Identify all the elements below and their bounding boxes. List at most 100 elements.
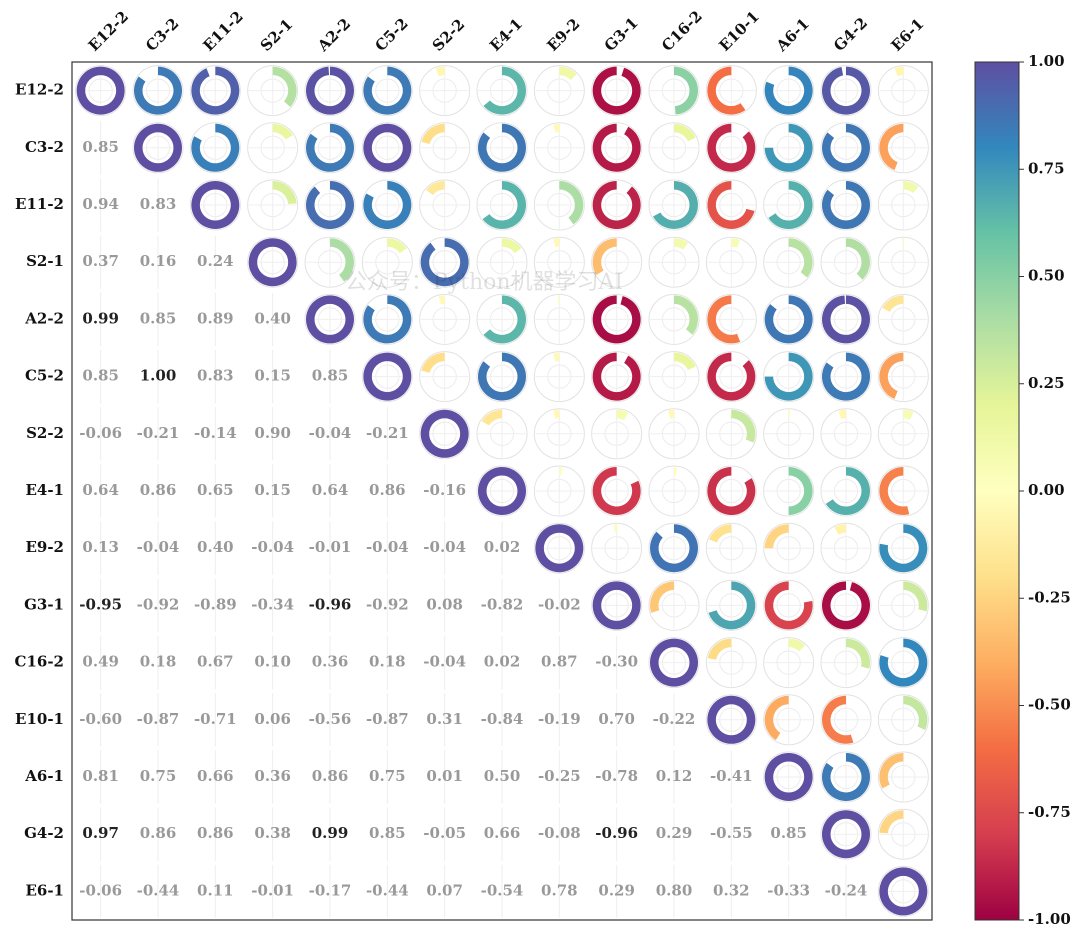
value-label: 0.18	[369, 653, 406, 671]
correlation-ring	[387, 238, 407, 254]
value-label: 0.29	[656, 824, 693, 842]
cell-grid	[247, 65, 299, 117]
value-label: 0.67	[197, 653, 234, 671]
cell-grid	[189, 65, 241, 117]
cell-grid	[533, 179, 585, 231]
cell-grid	[648, 236, 700, 288]
value-label: -0.84	[481, 710, 524, 728]
value-label: 0.85	[770, 824, 807, 842]
correlation-ring	[879, 467, 910, 515]
value-label: -0.04	[251, 538, 294, 556]
cell-grid	[648, 579, 700, 631]
cell-grid	[820, 808, 872, 860]
correlation-ring	[879, 810, 904, 834]
cell-grid	[877, 465, 929, 517]
colorbar-tick-label: -1.00	[1028, 910, 1071, 928]
value-label: -0.44	[137, 881, 180, 899]
correlation-ring	[592, 467, 641, 516]
cell-grid	[820, 751, 872, 803]
cell-grid	[820, 637, 872, 689]
cell-grid	[533, 351, 585, 403]
value-label: -0.04	[423, 538, 466, 556]
cell-grid	[877, 579, 929, 631]
row-label: S2-2	[26, 424, 64, 442]
correlation-ring	[707, 352, 756, 401]
correlation-ring	[650, 638, 698, 687]
correlation-ring	[592, 181, 641, 230]
correlation-ring	[553, 409, 560, 419]
value-label: -0.60	[79, 710, 122, 728]
correlation-ring	[426, 181, 445, 196]
correlation-ring	[535, 524, 584, 573]
value-label: 0.81	[82, 767, 119, 785]
value-label: 0.40	[197, 538, 234, 556]
cell-grid	[132, 65, 184, 117]
cell-grid	[705, 408, 757, 460]
value-label: -0.30	[595, 653, 638, 671]
value-label: 0.12	[656, 767, 693, 785]
cell-grid	[763, 179, 815, 231]
cell-grid	[189, 122, 241, 174]
colorbar-tick-label: 1.00	[1028, 52, 1065, 70]
cell-grid	[247, 122, 299, 174]
cell-grid	[75, 65, 127, 117]
correlation-ring	[822, 810, 870, 859]
correlation-ring	[788, 409, 791, 419]
row-label: E6-1	[25, 881, 64, 899]
correlation-ring	[822, 66, 871, 115]
cell-grid	[648, 179, 700, 231]
value-label: -0.96	[595, 824, 638, 842]
cell-grid	[705, 293, 757, 345]
correlation-ring	[248, 238, 297, 287]
correlation-ring	[613, 524, 617, 533]
cell-grid	[763, 293, 815, 345]
colorbar-tick-label: -0.75	[1028, 803, 1071, 821]
correlation-ring	[764, 66, 813, 115]
value-label: -0.16	[423, 481, 466, 499]
correlation-ring	[477, 123, 526, 172]
row-label: G4-2	[24, 824, 64, 842]
row-label: C16-2	[15, 653, 64, 671]
cell-grid	[533, 293, 585, 345]
value-label: -0.34	[251, 595, 294, 613]
value-label: 0.75	[369, 767, 406, 785]
cell-grid	[304, 179, 356, 231]
cell-grid	[648, 122, 700, 174]
correlation-ring	[731, 409, 756, 443]
cell-grid	[763, 751, 815, 803]
colorbar-tick-label: 0.75	[1028, 159, 1065, 177]
correlation-ring	[483, 66, 526, 115]
correlation-ring	[708, 581, 756, 630]
value-label: -0.96	[309, 595, 352, 613]
cell-grid	[648, 293, 700, 345]
value-label: -0.87	[366, 710, 409, 728]
value-label: 0.99	[82, 309, 119, 327]
cell-grid	[820, 236, 872, 288]
value-label: 0.85	[140, 309, 177, 327]
value-label: 0.90	[254, 424, 291, 442]
value-label: 0.64	[312, 481, 349, 499]
correlation-ring	[191, 66, 240, 115]
cell-grid	[763, 579, 815, 631]
correlation-ring	[879, 123, 904, 171]
correlation-ring	[481, 409, 502, 426]
row-label: E11-2	[15, 195, 64, 213]
cell-grid	[361, 179, 413, 231]
cell-grid	[533, 236, 585, 288]
row-label: E4-1	[25, 481, 64, 499]
cell-grid	[877, 751, 929, 803]
value-label: 0.37	[82, 252, 119, 270]
row-label: E9-2	[25, 538, 64, 556]
cell-grid	[820, 179, 872, 231]
cell-grid	[820, 65, 872, 117]
value-label: 0.38	[254, 824, 291, 842]
correlation-ring	[592, 238, 617, 276]
colorbar-tick-label: 0.25	[1028, 374, 1065, 392]
cell-grid	[820, 122, 872, 174]
cell-grid	[591, 351, 643, 403]
correlation-ring	[879, 524, 928, 573]
correlation-ring	[764, 695, 789, 741]
value-label: 0.36	[312, 653, 349, 671]
correlation-ring	[592, 295, 641, 344]
cell-grid	[763, 408, 815, 460]
